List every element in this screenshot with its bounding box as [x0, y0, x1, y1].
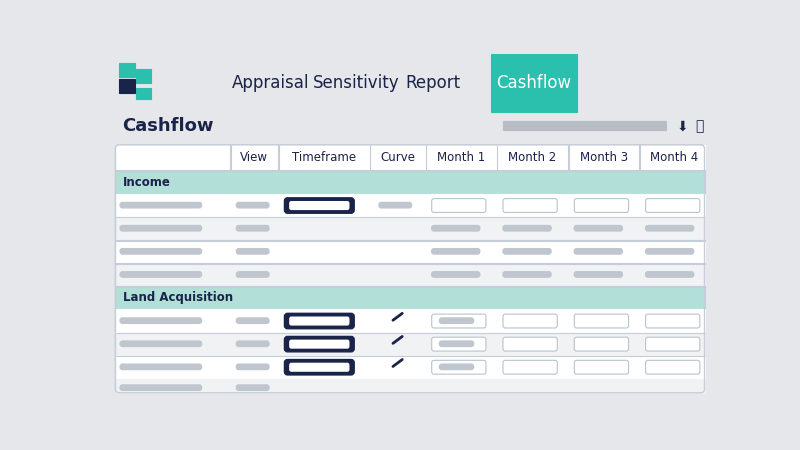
- Text: Cashflow: Cashflow: [497, 74, 571, 92]
- FancyBboxPatch shape: [120, 364, 202, 369]
- Bar: [115, 171, 705, 194]
- FancyBboxPatch shape: [574, 337, 629, 351]
- Bar: [115, 379, 705, 393]
- FancyBboxPatch shape: [646, 198, 700, 212]
- FancyBboxPatch shape: [432, 272, 480, 277]
- FancyBboxPatch shape: [120, 249, 202, 254]
- Bar: [136, 69, 151, 83]
- FancyBboxPatch shape: [120, 272, 202, 277]
- Bar: [115, 145, 705, 170]
- FancyBboxPatch shape: [574, 249, 622, 254]
- FancyBboxPatch shape: [432, 225, 480, 231]
- FancyBboxPatch shape: [290, 340, 349, 348]
- FancyBboxPatch shape: [503, 198, 558, 212]
- FancyBboxPatch shape: [237, 318, 269, 324]
- FancyBboxPatch shape: [285, 313, 354, 329]
- FancyBboxPatch shape: [439, 318, 474, 324]
- Bar: [100, 112, 720, 141]
- Text: Cashflow: Cashflow: [122, 117, 213, 135]
- FancyBboxPatch shape: [646, 314, 700, 328]
- Text: Timeframe: Timeframe: [292, 151, 356, 164]
- Bar: [115, 170, 705, 171]
- FancyBboxPatch shape: [503, 272, 551, 277]
- Bar: [115, 310, 705, 333]
- Text: Land Acquisition: Land Acquisition: [123, 292, 234, 305]
- Bar: [115, 217, 705, 240]
- Text: View: View: [240, 151, 268, 164]
- FancyBboxPatch shape: [432, 314, 486, 328]
- Bar: [119, 79, 135, 93]
- Bar: [136, 88, 151, 99]
- Bar: [100, 54, 720, 112]
- FancyBboxPatch shape: [290, 202, 349, 209]
- FancyBboxPatch shape: [646, 360, 700, 374]
- FancyBboxPatch shape: [237, 202, 269, 208]
- FancyBboxPatch shape: [503, 337, 558, 351]
- Text: Curve: Curve: [380, 151, 415, 164]
- FancyBboxPatch shape: [237, 341, 269, 346]
- FancyBboxPatch shape: [503, 360, 558, 374]
- FancyBboxPatch shape: [120, 385, 202, 390]
- FancyBboxPatch shape: [120, 225, 202, 231]
- FancyBboxPatch shape: [285, 337, 354, 352]
- FancyBboxPatch shape: [646, 249, 694, 254]
- Text: Month 2: Month 2: [508, 151, 557, 164]
- FancyBboxPatch shape: [439, 364, 474, 369]
- FancyBboxPatch shape: [503, 249, 551, 254]
- Text: Report: Report: [406, 74, 461, 92]
- Text: Month 1: Month 1: [437, 151, 486, 164]
- Text: Income: Income: [123, 176, 171, 189]
- FancyBboxPatch shape: [285, 360, 354, 375]
- FancyBboxPatch shape: [574, 225, 622, 231]
- FancyBboxPatch shape: [237, 225, 269, 231]
- FancyBboxPatch shape: [432, 337, 486, 351]
- Text: Month 3: Month 3: [580, 151, 628, 164]
- FancyBboxPatch shape: [574, 314, 629, 328]
- FancyBboxPatch shape: [646, 225, 694, 231]
- FancyBboxPatch shape: [237, 385, 269, 390]
- FancyBboxPatch shape: [237, 364, 269, 369]
- Bar: [115, 333, 705, 356]
- Bar: [115, 194, 705, 217]
- Text: ⬇: ⬇: [677, 119, 689, 133]
- FancyBboxPatch shape: [285, 198, 354, 213]
- FancyBboxPatch shape: [432, 198, 486, 212]
- FancyBboxPatch shape: [432, 360, 486, 374]
- FancyBboxPatch shape: [439, 341, 474, 346]
- FancyBboxPatch shape: [290, 364, 349, 371]
- FancyBboxPatch shape: [120, 202, 202, 208]
- FancyBboxPatch shape: [574, 272, 622, 277]
- Text: Month 4: Month 4: [650, 151, 698, 164]
- FancyBboxPatch shape: [237, 249, 269, 254]
- FancyBboxPatch shape: [574, 360, 629, 374]
- FancyBboxPatch shape: [237, 272, 269, 277]
- Bar: [119, 63, 135, 77]
- FancyBboxPatch shape: [120, 341, 202, 346]
- Bar: [115, 263, 705, 286]
- FancyBboxPatch shape: [503, 314, 558, 328]
- Bar: [115, 240, 705, 263]
- FancyBboxPatch shape: [290, 317, 349, 325]
- Bar: [503, 121, 666, 130]
- FancyBboxPatch shape: [574, 198, 629, 212]
- Text: Sensitivity: Sensitivity: [313, 74, 399, 92]
- FancyBboxPatch shape: [379, 202, 411, 208]
- FancyBboxPatch shape: [646, 272, 694, 277]
- Bar: [115, 356, 705, 379]
- FancyBboxPatch shape: [646, 337, 700, 351]
- FancyBboxPatch shape: [503, 225, 551, 231]
- Text: ⤢: ⤢: [696, 119, 704, 133]
- FancyBboxPatch shape: [115, 145, 705, 393]
- FancyBboxPatch shape: [432, 249, 480, 254]
- Bar: [115, 286, 705, 310]
- FancyBboxPatch shape: [120, 318, 202, 324]
- Text: Appraisal: Appraisal: [232, 74, 310, 92]
- Bar: [491, 54, 577, 112]
